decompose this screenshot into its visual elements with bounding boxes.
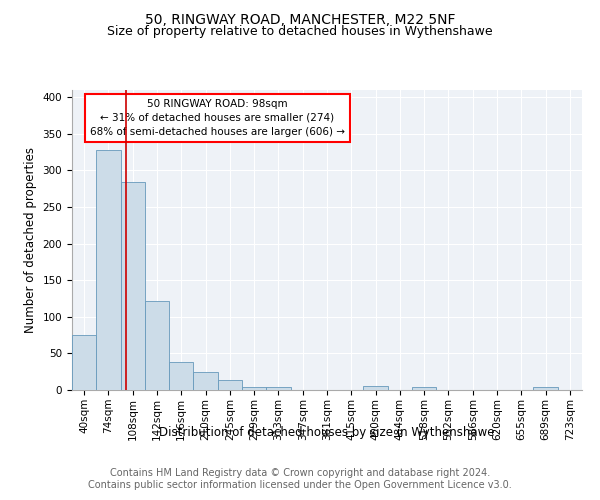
Text: Size of property relative to detached houses in Wythenshawe: Size of property relative to detached ho… [107, 25, 493, 38]
Text: Distribution of detached houses by size in Wythenshawe: Distribution of detached houses by size … [159, 426, 495, 439]
Bar [218, 380, 242, 390]
Text: Contains HM Land Registry data © Crown copyright and database right 2024.: Contains HM Land Registry data © Crown c… [110, 468, 490, 477]
Bar [412, 387, 436, 390]
Bar [121, 182, 145, 390]
Bar [96, 150, 121, 390]
Text: 50, RINGWAY ROAD, MANCHESTER, M22 5NF: 50, RINGWAY ROAD, MANCHESTER, M22 5NF [145, 12, 455, 26]
Bar [266, 387, 290, 390]
Bar [145, 300, 169, 390]
Bar [169, 362, 193, 390]
Bar [533, 387, 558, 390]
Bar [242, 387, 266, 390]
Bar [364, 386, 388, 390]
Text: 50 RINGWAY ROAD: 98sqm
← 31% of detached houses are smaller (274)
68% of semi-de: 50 RINGWAY ROAD: 98sqm ← 31% of detached… [90, 99, 345, 137]
Text: Contains public sector information licensed under the Open Government Licence v3: Contains public sector information licen… [88, 480, 512, 490]
Bar [72, 335, 96, 390]
Bar [193, 372, 218, 390]
Y-axis label: Number of detached properties: Number of detached properties [24, 147, 37, 333]
